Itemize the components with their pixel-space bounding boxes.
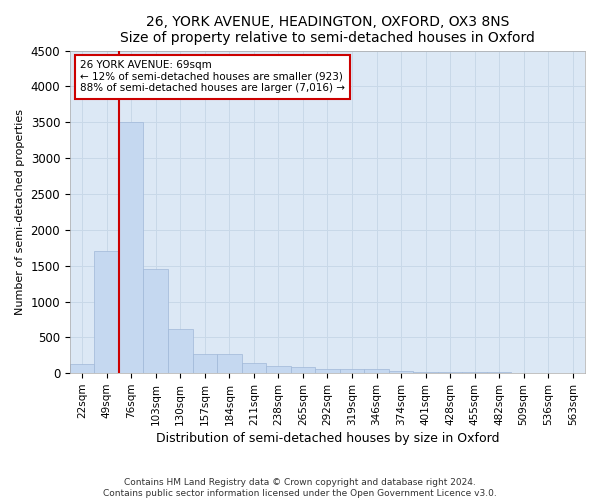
Bar [487, 372, 511, 373]
Bar [168, 330, 193, 373]
Bar [438, 372, 463, 373]
X-axis label: Distribution of semi-detached houses by size in Oxford: Distribution of semi-detached houses by … [156, 432, 499, 445]
Bar [119, 122, 143, 373]
Y-axis label: Number of semi-detached properties: Number of semi-detached properties [15, 109, 25, 315]
Bar [413, 372, 438, 373]
Text: Contains HM Land Registry data © Crown copyright and database right 2024.
Contai: Contains HM Land Registry data © Crown c… [103, 478, 497, 498]
Bar [193, 354, 217, 373]
Text: 26 YORK AVENUE: 69sqm
← 12% of semi-detached houses are smaller (923)
88% of sem: 26 YORK AVENUE: 69sqm ← 12% of semi-deta… [80, 60, 345, 94]
Bar [511, 372, 536, 373]
Bar [290, 368, 315, 373]
Bar [315, 369, 340, 373]
Bar [70, 364, 94, 373]
Bar [340, 370, 364, 373]
Bar [266, 366, 290, 373]
Bar [242, 363, 266, 373]
Title: 26, YORK AVENUE, HEADINGTON, OXFORD, OX3 8NS
Size of property relative to semi-d: 26, YORK AVENUE, HEADINGTON, OXFORD, OX3… [120, 15, 535, 45]
Bar [364, 370, 389, 373]
Bar [94, 252, 119, 373]
Bar [143, 269, 168, 373]
Bar [389, 371, 413, 373]
Bar [463, 372, 487, 373]
Bar [217, 354, 242, 373]
